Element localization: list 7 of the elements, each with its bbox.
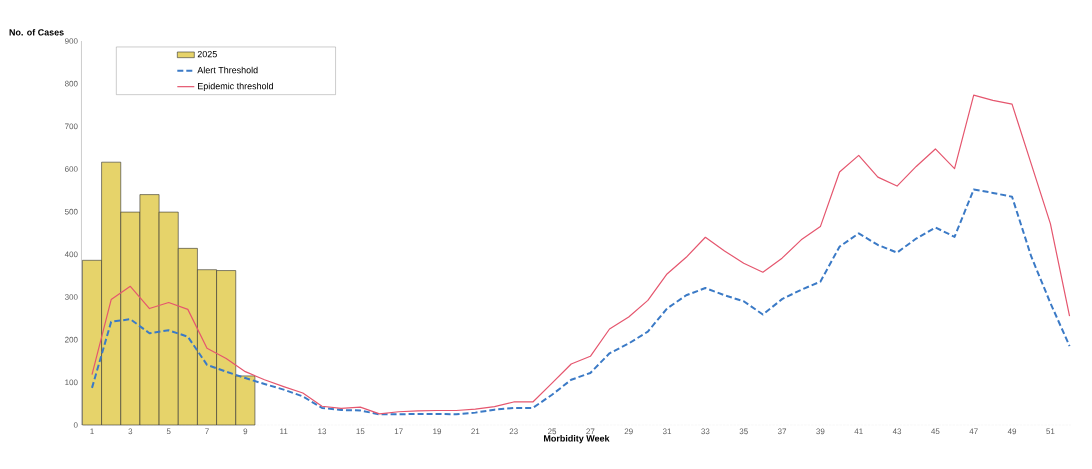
y-axis-title: No. of Cases <box>9 28 64 36</box>
line-series <box>91 94 1071 415</box>
legend-label: Alert Threshold <box>197 66 258 74</box>
legend-label: 2025 <box>197 50 217 58</box>
x-axis-title: Morbidity Week <box>544 435 610 444</box>
line-series <box>91 188 1071 416</box>
legend-label: Epidemic threshold <box>198 82 273 92</box>
